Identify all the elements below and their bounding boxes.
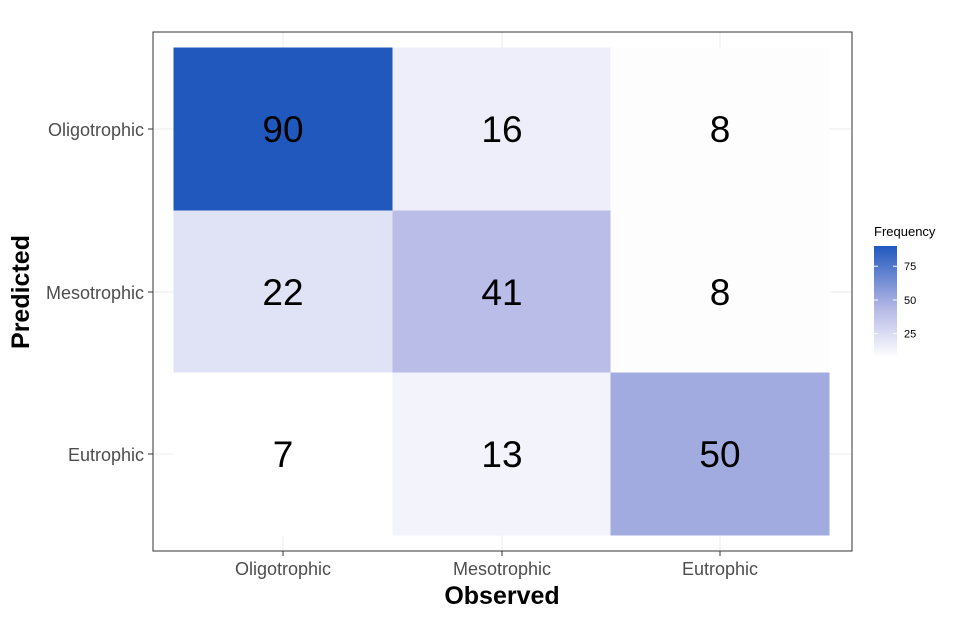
- heatmap-cell: [610, 47, 830, 211]
- cell-labels: 90 16 8 22 41 8 7 13 50: [262, 109, 740, 475]
- heatmap-cell: [610, 210, 830, 374]
- x-axis-title: Observed: [444, 582, 559, 610]
- cell-value-label: 13: [481, 434, 522, 475]
- heatmap-cells: [173, 47, 830, 536]
- heatmap-cell: [392, 47, 612, 211]
- x-tick-label: Eutrophic: [682, 559, 758, 579]
- cell-value-label: 8: [710, 272, 731, 313]
- legend-tick-label: 50: [904, 295, 916, 307]
- legend: Frequency 25 50 75: [874, 224, 936, 358]
- legend-tick-label: 75: [904, 261, 916, 273]
- heatmap-cell: [392, 372, 612, 536]
- heatmap-cell: [392, 210, 612, 374]
- legend-colorbar: [874, 246, 897, 358]
- heatmap-cell: [173, 47, 393, 211]
- legend-title: Frequency: [874, 224, 936, 239]
- heatmap-cell: [610, 372, 830, 536]
- cell-value-label: 8: [710, 109, 731, 150]
- y-tick-label: Mesotrophic: [46, 283, 144, 303]
- legend-ticks: 25 50 75: [874, 261, 916, 341]
- y-tick-label: Eutrophic: [68, 445, 144, 465]
- legend-tick-label: 25: [904, 329, 916, 341]
- y-axis-title: Predicted: [7, 235, 35, 349]
- cell-value-label: 22: [262, 272, 303, 313]
- heatmap-cell: [173, 210, 393, 374]
- cell-value-label: 90: [262, 109, 303, 150]
- cell-value-label: 50: [699, 434, 740, 475]
- x-tick-label: Oligotrophic: [235, 559, 331, 579]
- cell-value-label: 16: [481, 109, 522, 150]
- y-axis: Oligotrophic Mesotrophic Eutrophic: [46, 120, 153, 465]
- x-tick-label: Mesotrophic: [453, 559, 551, 579]
- y-tick-label: Oligotrophic: [48, 120, 144, 140]
- cell-value-label: 41: [481, 272, 522, 313]
- heatmap-cell: [173, 372, 393, 536]
- cell-value-label: 7: [273, 434, 294, 475]
- x-axis: Oligotrophic Mesotrophic Eutrophic: [235, 551, 758, 579]
